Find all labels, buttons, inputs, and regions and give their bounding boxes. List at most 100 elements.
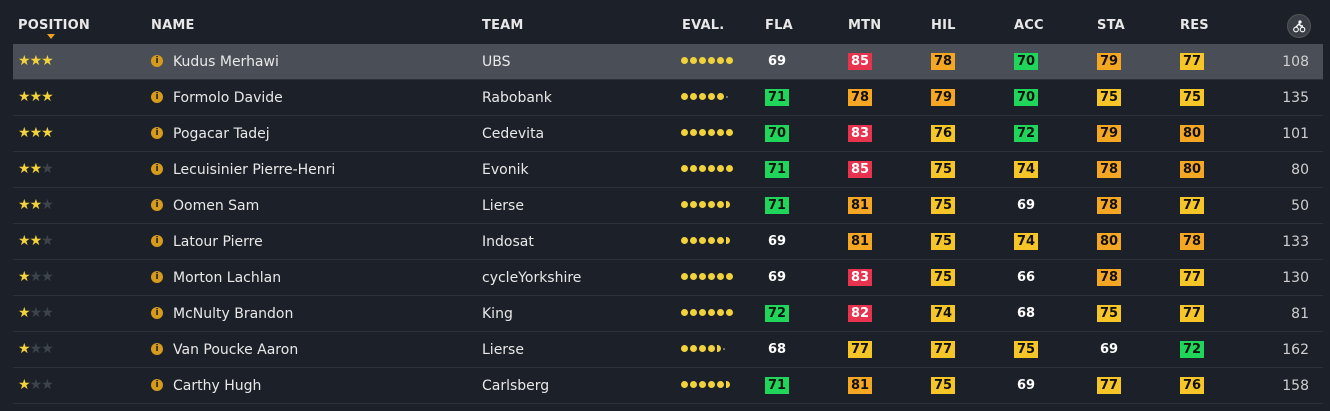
evaluation-dots bbox=[681, 57, 735, 65]
rider-score: 133 bbox=[1282, 234, 1309, 250]
info-icon[interactable]: i bbox=[151, 343, 163, 355]
eval-dot-icon bbox=[681, 129, 688, 136]
stat-res: 72 bbox=[1180, 341, 1204, 358]
info-icon[interactable]: i bbox=[151, 199, 163, 211]
info-icon[interactable]: i bbox=[151, 127, 163, 139]
star-empty-icon: ★ bbox=[41, 269, 54, 285]
rider-team[interactable]: Rabobank bbox=[482, 90, 552, 106]
table-row[interactable]: ★★★ i Carthy Hugh Carlsberg 71 81 75 69 77 76 158 bbox=[13, 368, 1323, 404]
star-filled-icon: ★ bbox=[18, 305, 31, 321]
rider-team[interactable]: Carlsberg bbox=[482, 378, 550, 394]
table-row[interactable]: ★★★ i Van Poucke Aaron Lierse 68 77 77 75 69 72 16… bbox=[13, 332, 1323, 368]
column-header-fla[interactable]: FLA bbox=[765, 18, 793, 33]
rider-team[interactable]: Lierse bbox=[482, 198, 524, 214]
stat-acc: 74 bbox=[1014, 161, 1038, 178]
rider-team[interactable]: Cedevita bbox=[482, 126, 545, 142]
rider-team[interactable]: Evonik bbox=[482, 162, 529, 178]
info-icon[interactable]: i bbox=[151, 307, 163, 319]
evaluation-dots bbox=[681, 273, 735, 281]
stat-mtn: 83 bbox=[848, 125, 872, 142]
stat-res: 80 bbox=[1180, 125, 1204, 142]
stat-fla: 69 bbox=[767, 234, 787, 249]
star-empty-icon: ★ bbox=[41, 341, 54, 357]
rider-team[interactable]: cycleYorkshire bbox=[482, 270, 582, 286]
cyclist-icon[interactable] bbox=[1287, 14, 1311, 38]
star-empty-icon: ★ bbox=[41, 161, 54, 177]
rider-name[interactable]: Latour Pierre bbox=[173, 234, 263, 250]
column-header-mtn[interactable]: MTN bbox=[848, 18, 882, 33]
rider-name[interactable]: Lecuisinier Pierre-Henri bbox=[173, 162, 336, 178]
info-icon[interactable]: i bbox=[151, 379, 163, 391]
star-filled-icon: ★ bbox=[18, 269, 31, 285]
evaluation-dots bbox=[681, 381, 732, 389]
rider-team[interactable]: Lierse bbox=[482, 342, 524, 358]
column-header-eval[interactable]: EVAL. bbox=[682, 18, 725, 33]
eval-dot-icon bbox=[690, 273, 697, 280]
rider-name[interactable]: Pogacar Tadej bbox=[173, 126, 270, 142]
table-row[interactable]: ★★★ i Formolo Davide Rabobank 71 78 79 70 75 75 13… bbox=[13, 80, 1323, 116]
stat-sta: 75 bbox=[1097, 89, 1121, 106]
column-header-position[interactable]: POSITION bbox=[18, 18, 91, 33]
evaluation-dots bbox=[681, 309, 735, 317]
eval-dot-icon bbox=[690, 129, 697, 136]
rating-stars: ★★★ bbox=[18, 161, 54, 177]
table-row[interactable]: ★★★ i McNulty Brandon King 72 82 74 68 75 77 81 bbox=[13, 296, 1323, 332]
info-icon[interactable]: i bbox=[151, 91, 163, 103]
stat-mtn: 85 bbox=[848, 161, 872, 178]
rider-team[interactable]: UBS bbox=[482, 54, 511, 70]
rating-stars: ★★★ bbox=[18, 269, 54, 285]
column-header-name[interactable]: NAME bbox=[151, 18, 195, 33]
stat-mtn: 81 bbox=[848, 233, 872, 250]
eval-dot-icon bbox=[699, 165, 706, 172]
info-icon[interactable]: i bbox=[151, 235, 163, 247]
star-filled-icon: ★ bbox=[29, 233, 43, 249]
star-empty-icon: ★ bbox=[41, 197, 54, 213]
info-icon[interactable]: i bbox=[151, 271, 163, 283]
table-row[interactable]: ★★★ i Lecuisinier Pierre-Henri Evonik 71 85 75… bbox=[13, 152, 1323, 188]
star-filled-icon: ★ bbox=[41, 89, 54, 105]
stat-sta: 69 bbox=[1099, 342, 1119, 357]
table-row[interactable]: ★★★ i Kudus Merhawi UBS 69 85 78 70 79 77 108 bbox=[13, 44, 1323, 80]
star-filled-icon: ★ bbox=[41, 125, 54, 141]
column-header-sta[interactable]: STA bbox=[1097, 18, 1125, 33]
eval-dot-icon bbox=[690, 309, 697, 316]
column-header-res[interactable]: RES bbox=[1180, 18, 1209, 33]
stat-acc: 68 bbox=[1016, 306, 1036, 321]
rider-name[interactable]: Van Poucke Aaron bbox=[173, 342, 299, 358]
rider-team[interactable]: King bbox=[482, 306, 513, 322]
eval-dot-icon bbox=[726, 309, 733, 316]
eval-dot-icon bbox=[681, 165, 688, 172]
eval-dot-icon bbox=[726, 381, 730, 388]
rider-name[interactable]: Formolo Davide bbox=[173, 90, 283, 106]
rider-score: 135 bbox=[1282, 90, 1309, 106]
rider-score: 80 bbox=[1291, 162, 1309, 178]
eval-dot-icon bbox=[708, 309, 715, 316]
table-row[interactable]: ★★★ i Morton Lachlan cycleYorkshire 69 83 75 66… bbox=[13, 260, 1323, 296]
eval-dot-icon bbox=[708, 57, 715, 64]
column-header-hil[interactable]: HIL bbox=[931, 18, 956, 33]
column-header-team[interactable]: TEAM bbox=[482, 18, 524, 33]
rating-stars: ★★★ bbox=[18, 305, 54, 321]
rider-team[interactable]: Indosat bbox=[482, 234, 534, 250]
stat-res: 75 bbox=[1180, 89, 1204, 106]
rider-name[interactable]: Kudus Merhawi bbox=[173, 54, 279, 70]
stat-hil: 76 bbox=[931, 125, 955, 142]
table-row[interactable]: ★★★ i Latour Pierre Indosat 69 81 75 74 80 78 133 bbox=[13, 224, 1323, 260]
rider-name[interactable]: Morton Lachlan bbox=[173, 270, 282, 286]
table-row[interactable]: ★★★ i Oomen Sam Lierse 71 81 75 69 78 77 50 bbox=[13, 188, 1323, 224]
rider-name[interactable]: Oomen Sam bbox=[173, 198, 260, 214]
rider-name[interactable]: Carthy Hugh bbox=[173, 378, 262, 394]
star-empty-icon: ★ bbox=[29, 305, 43, 321]
rider-name[interactable]: McNulty Brandon bbox=[173, 306, 294, 322]
stat-sta: 78 bbox=[1097, 161, 1121, 178]
info-icon[interactable]: i bbox=[151, 163, 163, 175]
stat-hil: 77 bbox=[931, 341, 955, 358]
table-row[interactable]: ★★★ i Pogacar Tadej Cedevita 70 83 76 72 79 80 101 bbox=[13, 116, 1323, 152]
stat-res: 78 bbox=[1180, 233, 1204, 250]
stat-fla: 71 bbox=[765, 161, 789, 178]
eval-dot-icon bbox=[726, 273, 733, 280]
column-header-acc[interactable]: ACC bbox=[1014, 18, 1044, 33]
eval-dot-icon bbox=[717, 165, 724, 172]
info-icon[interactable]: i bbox=[151, 55, 163, 67]
eval-dot-icon bbox=[699, 381, 706, 388]
